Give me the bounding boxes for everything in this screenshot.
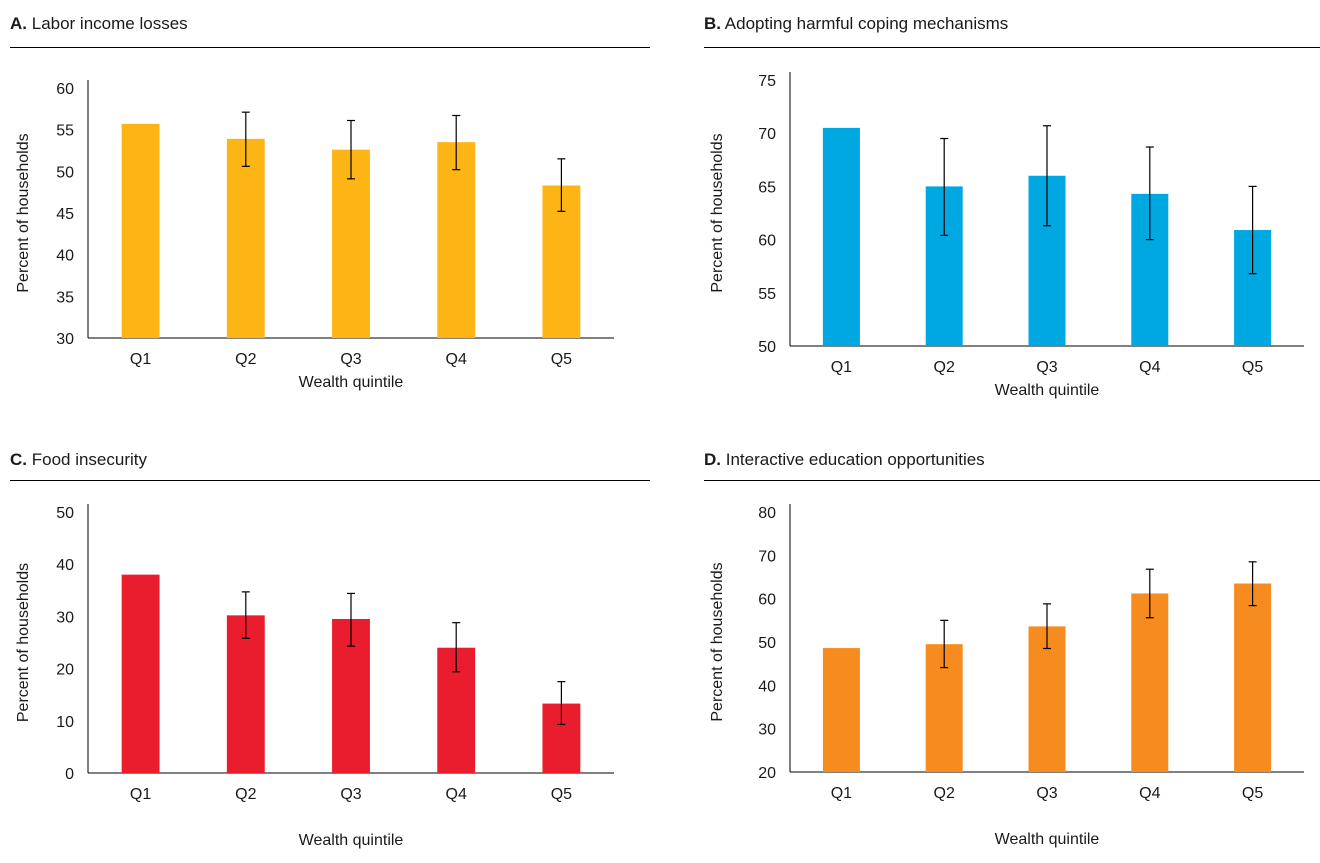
panel-title: B. Adopting harmful coping mechanisms bbox=[704, 14, 1008, 34]
x-tick-label-q3: Q3 bbox=[340, 786, 361, 803]
x-tick-label-q4: Q4 bbox=[446, 351, 467, 368]
bar-q3 bbox=[332, 149, 370, 338]
y-tick-label: 20 bbox=[758, 765, 776, 782]
y-tick-label: 60 bbox=[56, 81, 74, 98]
y-tick-label: 50 bbox=[758, 339, 776, 356]
panel-divider bbox=[704, 47, 1320, 48]
panel-a: A. Labor income losses 30 35 40 45 50 55 60 Q1 Q… bbox=[10, 14, 650, 414]
x-tick-label-q3: Q3 bbox=[340, 351, 361, 368]
x-tick-label-q1: Q1 bbox=[130, 786, 151, 803]
x-tick-label-q4: Q4 bbox=[1139, 785, 1160, 802]
y-tick-label: 60 bbox=[758, 233, 776, 250]
x-tick-label-q5: Q5 bbox=[1242, 785, 1263, 802]
x-tick-label-q2: Q2 bbox=[235, 786, 256, 803]
y-tick-label: 35 bbox=[56, 289, 74, 306]
panel-divider bbox=[10, 480, 650, 481]
y-tick-label: 40 bbox=[758, 678, 776, 695]
y-tick-label: 30 bbox=[56, 331, 74, 348]
y-tick-label: 50 bbox=[758, 635, 776, 652]
x-tick-label-q3: Q3 bbox=[1036, 359, 1057, 376]
panel-letter: A. bbox=[10, 14, 27, 33]
y-tick-label: 70 bbox=[758, 548, 776, 565]
bar-q1 bbox=[822, 127, 860, 346]
y-tick-label: 20 bbox=[56, 662, 74, 679]
panel-letter: B. bbox=[704, 14, 721, 33]
panel-letter: D. bbox=[704, 450, 721, 469]
bar-q3 bbox=[1028, 626, 1066, 772]
y-tick-label: 80 bbox=[758, 505, 776, 522]
bar-q4 bbox=[437, 142, 476, 338]
y-tick-label: 40 bbox=[56, 248, 74, 265]
x-axis-title: Wealth quintile bbox=[299, 374, 404, 391]
x-tick-label-q4: Q4 bbox=[1139, 359, 1160, 376]
panel-title: D. Interactive education opportunities bbox=[704, 450, 985, 470]
panel-d: D. Interactive education opportunities 2… bbox=[704, 450, 1320, 860]
x-tick-label-q3: Q3 bbox=[1036, 785, 1057, 802]
y-tick-label: 65 bbox=[758, 179, 776, 196]
bar-chart-labor-income-losses: 30 35 40 45 50 55 60 Q1 Q2 Q3 Q4 Q5 Wealth quintile P… bbox=[15, 80, 614, 391]
x-tick-label-q5: Q5 bbox=[551, 351, 572, 368]
y-tick-label: 10 bbox=[56, 714, 74, 731]
bar-q2 bbox=[226, 138, 265, 338]
panel-title-text: Food insecurity bbox=[31, 450, 148, 469]
x-tick-label-q2: Q2 bbox=[934, 359, 955, 376]
panel-b: B. Adopting harmful coping mechanisms 50… bbox=[704, 14, 1320, 414]
y-tick-label: 50 bbox=[56, 164, 74, 181]
bar-q2 bbox=[226, 615, 265, 773]
x-tick-label-q5: Q5 bbox=[1242, 359, 1263, 376]
panel-title: C. Food insecurity bbox=[10, 450, 147, 470]
x-tick-label-q1: Q1 bbox=[831, 359, 852, 376]
x-tick-label-q1: Q1 bbox=[831, 785, 852, 802]
bar-chart-food-insecurity: 0 10 20 30 40 50 Q1 Q2 Q3 Q4 Q5 Wealth quintile Perc… bbox=[15, 504, 614, 849]
panel-divider bbox=[704, 480, 1320, 481]
y-axis-title: Percent of households bbox=[15, 563, 32, 722]
panel-title: A. Labor income losses bbox=[10, 14, 188, 34]
y-tick-label: 60 bbox=[758, 592, 776, 609]
y-axis-title: Percent of households bbox=[709, 562, 726, 721]
bar-chart-interactive-education: 20 30 40 50 60 70 80 Q1 Q2 Q3 Q4 Q5 Wealth quintile P… bbox=[709, 504, 1304, 848]
bar-q1 bbox=[121, 123, 160, 338]
y-tick-label: 55 bbox=[758, 286, 776, 303]
x-axis-title: Wealth quintile bbox=[995, 382, 1100, 399]
bar-q1 bbox=[822, 648, 860, 772]
bar-q4 bbox=[1131, 593, 1169, 772]
x-axis-title: Wealth quintile bbox=[299, 832, 404, 849]
y-tick-label: 30 bbox=[758, 722, 776, 739]
bar-q5 bbox=[1234, 583, 1272, 772]
y-tick-label: 45 bbox=[56, 206, 74, 223]
y-tick-label: 70 bbox=[758, 126, 776, 143]
y-tick-label: 0 bbox=[65, 766, 74, 783]
x-tick-label-q1: Q1 bbox=[130, 351, 151, 368]
y-axis-title: Percent of households bbox=[15, 133, 32, 292]
x-tick-label-q5: Q5 bbox=[551, 786, 572, 803]
y-tick-label: 75 bbox=[758, 73, 776, 90]
panel-title-text: Labor income losses bbox=[31, 14, 188, 33]
x-axis-title: Wealth quintile bbox=[995, 831, 1100, 848]
x-tick-label-q4: Q4 bbox=[446, 786, 467, 803]
x-tick-label-q2: Q2 bbox=[934, 785, 955, 802]
y-axis-title: Percent of households bbox=[709, 133, 726, 292]
x-tick-label-q2: Q2 bbox=[235, 351, 256, 368]
bar-q1 bbox=[121, 574, 160, 773]
panel-c: C. Food insecurity 0 10 20 30 40 50 Q1 Q2 Q3 Q4 Q5… bbox=[10, 450, 650, 860]
bar-chart-harmful-coping-mechanisms: 50 55 60 65 70 75 Q1 Q2 Q3 Q4 Q5 Wealth quintile Per… bbox=[709, 72, 1304, 399]
panel-divider bbox=[10, 47, 650, 48]
y-tick-label: 50 bbox=[56, 505, 74, 522]
y-tick-label: 55 bbox=[56, 123, 74, 140]
y-tick-label: 30 bbox=[56, 609, 74, 626]
panel-title-text: Interactive education opportunities bbox=[725, 450, 985, 469]
panel-letter: C. bbox=[10, 450, 27, 469]
y-tick-label: 40 bbox=[56, 557, 74, 574]
panel-title-text: Adopting harmful coping mechanisms bbox=[724, 14, 1009, 33]
